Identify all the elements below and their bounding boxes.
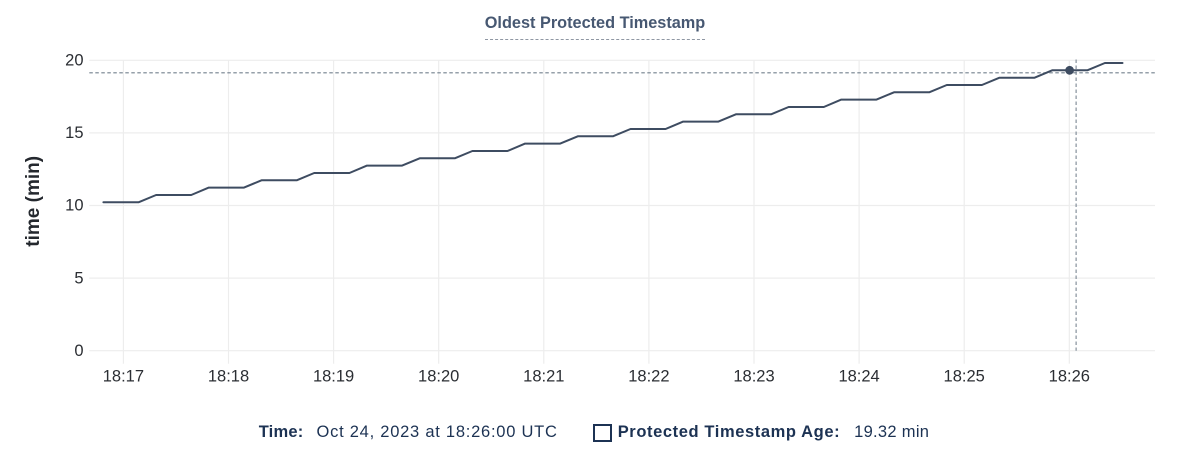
svg-text:18:20: 18:20: [418, 368, 459, 386]
svg-text:0: 0: [74, 342, 83, 360]
svg-text:18:21: 18:21: [523, 368, 564, 386]
svg-text:18:18: 18:18: [208, 368, 249, 386]
svg-text:5: 5: [74, 269, 83, 287]
svg-text:18:24: 18:24: [838, 368, 879, 386]
svg-text:20: 20: [65, 52, 83, 70]
svg-text:15: 15: [65, 124, 83, 142]
svg-text:18:25: 18:25: [944, 368, 985, 386]
svg-text:18:26: 18:26: [1049, 368, 1090, 386]
svg-text:18:23: 18:23: [733, 368, 774, 386]
svg-text:18:17: 18:17: [103, 368, 144, 386]
svg-text:time (min): time (min): [23, 156, 44, 247]
svg-text:18:19: 18:19: [313, 368, 354, 386]
svg-text:18:22: 18:22: [628, 368, 669, 386]
svg-text:10: 10: [65, 197, 83, 215]
